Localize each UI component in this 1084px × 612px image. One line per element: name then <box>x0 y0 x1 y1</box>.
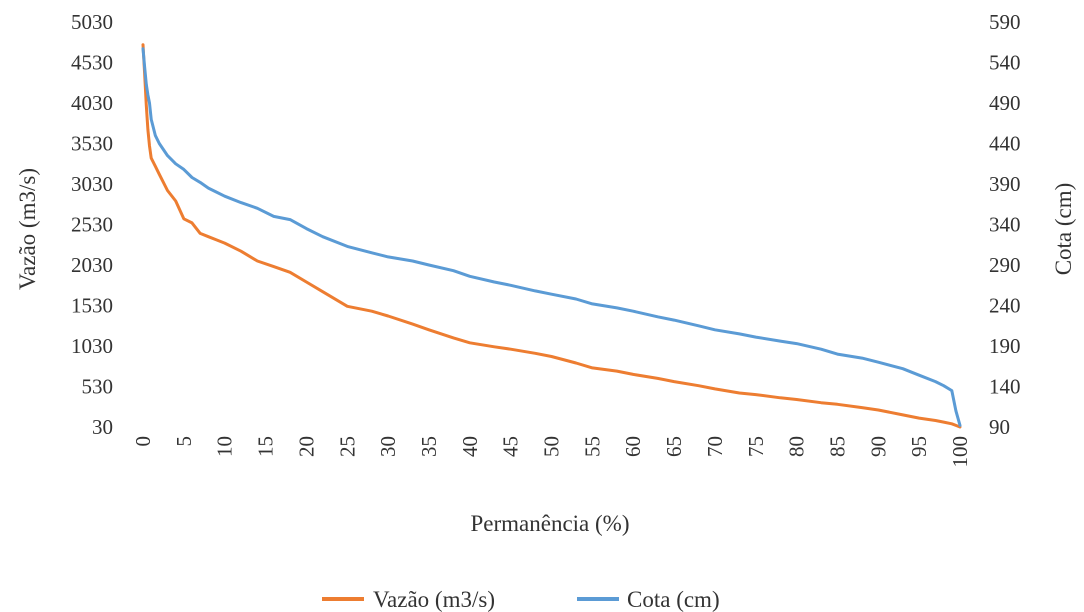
x-tick-label: 45 <box>499 436 523 457</box>
legend-label-cota: Cota (cm) <box>627 587 720 612</box>
y-right-tick-label: 190 <box>989 334 1021 358</box>
y-left-tick-label: 4030 <box>71 91 113 115</box>
x-tick-label: 80 <box>785 436 809 457</box>
series-line-vazao <box>141 43 962 429</box>
x-axis-ticks: 0 5 10 15 20 25 30 35 40 45 50 55 60 65 70 75 80 85 90 95 10… <box>131 436 972 468</box>
x-tick-label: 10 <box>213 436 237 457</box>
x-tick-label: 85 <box>825 436 849 457</box>
y-left-tick-label: 3030 <box>71 172 113 196</box>
y-right-tick-label: 240 <box>989 294 1021 318</box>
legend-label-vazao: Vazão (m3/s) <box>373 587 495 612</box>
y-left-tick-label: 5030 <box>71 10 113 34</box>
y-right-axis-title: Cota (cm) <box>1051 183 1076 276</box>
x-tick-label: 100 <box>948 436 972 468</box>
y-left-axis-title: Vazão (m3/s) <box>15 168 40 290</box>
y-left-tick-label: 530 <box>82 375 114 399</box>
y-right-tick-label: 390 <box>989 172 1021 196</box>
x-tick-label: 15 <box>254 436 278 457</box>
y-right-tick-label: 340 <box>989 213 1021 237</box>
x-tick-label: 5 <box>172 436 196 447</box>
y-left-tick-label: 1030 <box>71 334 113 358</box>
y-left-tick-label: 2030 <box>71 253 113 277</box>
x-tick-label: 60 <box>621 436 645 457</box>
x-tick-label: 25 <box>335 436 359 457</box>
y-left-axis-ticks: 30 530 1030 1530 2030 2530 3030 3530 4030 4530 503… <box>71 10 113 439</box>
x-tick-label: 40 <box>458 436 482 457</box>
y-right-tick-label: 290 <box>989 253 1021 277</box>
plot-area <box>141 43 962 429</box>
y-right-tick-label: 540 <box>989 51 1021 75</box>
y-left-tick-label: 30 <box>92 415 113 439</box>
y-left-tick-label: 2530 <box>71 213 113 237</box>
x-axis-title: Permanência (%) <box>470 511 629 536</box>
legend: Vazão (m3/s) Cota (cm) <box>322 587 720 612</box>
series-line-cota <box>141 47 962 427</box>
y-right-tick-label: 440 <box>989 132 1021 156</box>
y-right-tick-label: 590 <box>989 10 1021 34</box>
x-tick-label: 20 <box>294 436 318 457</box>
x-tick-label: 95 <box>907 436 931 457</box>
x-tick-label: 30 <box>376 436 400 457</box>
x-tick-label: 50 <box>540 436 564 457</box>
y-right-tick-label: 490 <box>989 91 1021 115</box>
y-left-tick-label: 4530 <box>71 51 113 75</box>
y-left-tick-label: 1530 <box>71 294 113 318</box>
x-tick-label: 35 <box>417 436 441 457</box>
x-tick-label: 90 <box>866 436 890 457</box>
x-tick-label: 75 <box>744 436 768 457</box>
x-tick-label: 55 <box>580 436 604 457</box>
y-right-tick-label: 90 <box>989 415 1010 439</box>
x-tick-label: 0 <box>131 436 155 447</box>
y-left-tick-label: 3530 <box>71 132 113 156</box>
y-right-axis-ticks: 90 140 190 240 290 340 390 440 490 540 590 <box>989 10 1021 439</box>
x-tick-label: 70 <box>703 436 727 457</box>
y-right-tick-label: 140 <box>989 375 1021 399</box>
x-tick-label: 65 <box>662 436 686 457</box>
